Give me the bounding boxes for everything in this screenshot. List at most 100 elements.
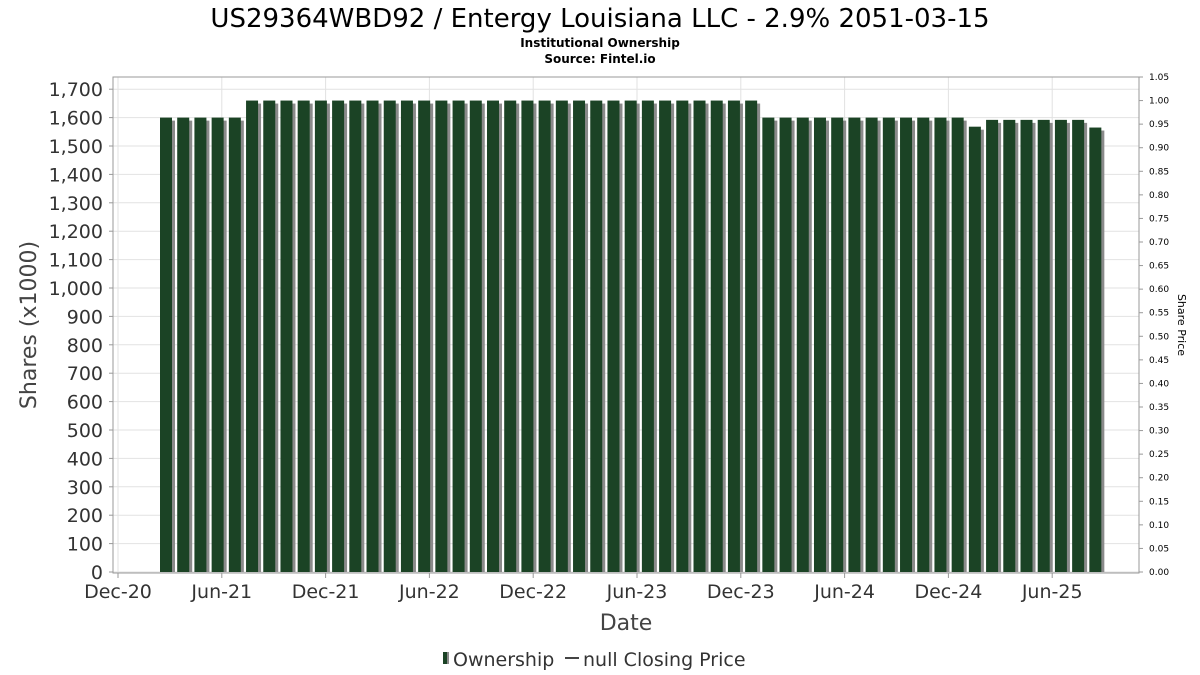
ownership-bar [1037,119,1050,572]
y2-tick-label: 0.40 [1149,379,1169,389]
y-tick-label: 600 [67,392,103,414]
ownership-bar [727,100,740,572]
y2-tick-label: 0.55 [1149,309,1169,319]
ownership-bar [263,100,276,572]
ownership-bar [211,117,224,572]
y-tick-label: 1,100 [49,250,103,272]
y-tick-label: 0 [91,562,103,584]
ownership-bar [882,117,895,572]
ownership-bar [332,100,345,572]
y2-tick-label: 0.15 [1149,497,1169,507]
ownership-bar [1072,119,1085,572]
legend-bar-swatch-shadow [447,652,449,664]
ownership-bar [194,117,207,572]
y2-tick-label: 0.65 [1149,262,1169,272]
ownership-bar [1054,119,1067,572]
ownership-bar [314,100,327,572]
ownership-bar [693,100,706,572]
y2-tick-label: 0.45 [1149,356,1169,366]
ownership-bar [280,100,293,572]
ownership-bar [573,100,586,572]
chart-title: US29364WBD92 / Entergy Louisiana LLC - 2… [210,4,989,34]
y2-tick-label: 1.05 [1149,73,1169,83]
x-tick-label: Jun-24 [813,581,875,603]
ownership-bar [917,117,930,572]
x-tick-label: Jun-25 [1021,581,1083,603]
ownership-bars [160,100,1105,573]
ownership-bar [435,100,448,572]
y2-tick-label: 0.30 [1149,427,1169,437]
ownership-bar [900,117,913,572]
ownership-bar [848,117,861,572]
ownership-bar [452,100,465,572]
x-tick-label: Dec-21 [292,581,360,603]
legend-closing-price-label: null Closing Price [583,649,746,671]
ownership-bar [366,100,379,572]
y2-tick-label: 0.75 [1149,214,1169,224]
y-tick-label: 900 [67,306,103,328]
ownership-bar [297,100,310,572]
x-tick-label: Jun-21 [190,581,252,603]
ownership-bar [504,100,517,572]
y-tick-label: 1,600 [49,108,103,130]
y2-tick-label: 0.50 [1149,332,1169,342]
y2-tick-label: 0.95 [1149,120,1169,130]
ownership-bar [228,117,241,572]
ownership-bar [1003,119,1016,572]
ownership-bar [246,100,259,572]
y-tick-label: 1,700 [49,79,103,101]
ownership-bar [762,117,775,572]
ownership-bar [624,100,637,572]
y2-tick-label: 0.25 [1149,450,1169,460]
ownership-bar [986,119,999,572]
x-axis-ticks: Dec-20 Jun-21 Dec-21 Jun-22 Dec-22 Jun-23 Dec-… [84,573,1083,603]
plot-border [112,76,1140,574]
y-tick-label: 200 [67,505,103,527]
y2-tick-label: 0.80 [1149,191,1169,201]
y-tick-label: 700 [67,363,103,385]
y2-tick-label: 0.20 [1149,474,1169,484]
y-tick-label: 1,300 [49,193,103,215]
x-tick-label: Dec-22 [499,581,567,603]
y2-tick-label: 0.35 [1149,403,1169,413]
ownership-bar [934,117,947,572]
ownership-bar [641,100,654,572]
x-axis-label: Date [600,611,653,636]
y-tick-label: 1,500 [49,136,103,158]
ownership-bar [831,117,844,572]
ownership-bar [779,117,792,572]
x-tick-label: Dec-20 [84,581,152,603]
ownership-bar [1089,127,1102,572]
ownership-bar [607,100,620,572]
legend-bar-swatch [443,652,447,664]
x-tick-label: Jun-22 [398,581,460,603]
y-tick-label: 500 [67,420,103,442]
y2-tick-label: 0.85 [1149,167,1169,177]
ownership-bar [418,100,431,572]
y2-tick-label: 0.90 [1149,144,1169,154]
y-tick-label: 1,200 [49,221,103,243]
ownership-bar [538,100,551,572]
chart-subtitle: Institutional Ownership [520,36,680,50]
ownership-bar [745,100,758,572]
legend: Ownership null Closing Price [443,649,746,671]
y-tick-label: 1,400 [49,164,103,186]
x-tick-label: Dec-24 [914,581,982,603]
ownership-bar [400,100,413,572]
legend-ownership-label: Ownership [453,649,554,671]
y-axis-label: Shares (x1000) [17,241,42,409]
x-tick-label: Dec-23 [707,581,775,603]
y-axis-ticks: 0 100 200 300 400 500 600 700 800 900 1,000 1,100 1,… [49,79,113,584]
ownership-bar [555,100,568,572]
y2-axis-ticks: 0.00 0.05 0.10 0.15 0.20 0.25 0.30 0.35 0.40 0.45… [1139,73,1169,578]
y2-tick-label: 0.60 [1149,285,1169,295]
y2-tick-label: 0.05 [1149,544,1169,554]
y2-tick-label: 0.10 [1149,521,1169,531]
ownership-bar [659,100,672,572]
ownership-bar [486,100,499,572]
ownership-bar [590,100,603,572]
ownership-bar [177,117,190,572]
y2-tick-label: 0.00 [1149,568,1169,578]
ownership-bar [865,117,878,572]
